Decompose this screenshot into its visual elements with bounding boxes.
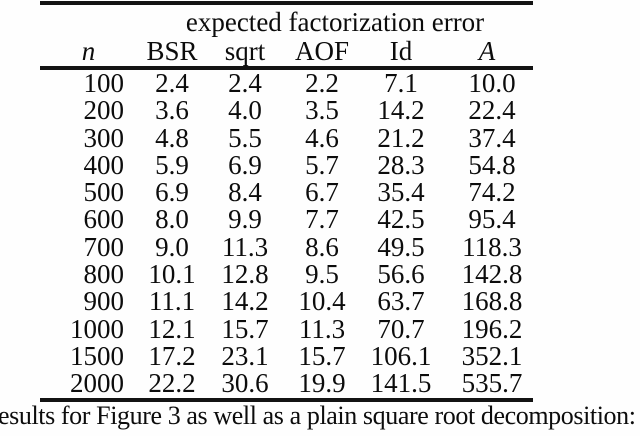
table-row: 900 11.1 14.2 10.4 63.7 168.8 bbox=[40, 286, 533, 317]
table-row: 600 8.0 9.9 7.7 42.5 95.4 bbox=[40, 204, 533, 235]
cell-sqrt: 5.5 bbox=[228, 122, 262, 153]
cell-a: 352.1 bbox=[461, 340, 523, 371]
table-row: 1500 17.2 23.1 15.7 106.1 352.1 bbox=[40, 340, 533, 371]
cell-sqrt: 30.6 bbox=[221, 368, 269, 399]
cell-id: 21.2 bbox=[377, 122, 425, 153]
cell-sqrt: 9.9 bbox=[228, 204, 262, 235]
cell-bsr: 10.1 bbox=[148, 259, 196, 290]
cell-aof: 15.7 bbox=[298, 340, 346, 371]
cell-id: 70.7 bbox=[377, 313, 425, 344]
cell-bsr: 5.9 bbox=[155, 149, 189, 180]
table-row: 500 6.9 8.4 6.7 35.4 74.2 bbox=[40, 177, 533, 208]
cell-a: 37.4 bbox=[468, 122, 516, 153]
cell-a: 196.2 bbox=[461, 313, 523, 344]
cell-sqrt: 6.9 bbox=[228, 149, 262, 180]
cell-aof: 6.7 bbox=[305, 177, 339, 208]
cell-id: 7.1 bbox=[384, 68, 418, 98]
cell-bsr: 2.4 bbox=[155, 68, 189, 98]
cell-n: 1000 bbox=[70, 313, 124, 344]
table-row: 300 4.8 5.5 4.6 21.2 37.4 bbox=[40, 122, 533, 153]
cell-n: 800 bbox=[83, 259, 125, 290]
cell-id: 14.2 bbox=[377, 95, 425, 126]
cell-bsr: 17.2 bbox=[148, 340, 196, 371]
cell-a: 74.2 bbox=[468, 177, 516, 208]
cell-id: 49.5 bbox=[377, 231, 425, 262]
column-headers-row: n BSR sqrt AOF Id A bbox=[40, 36, 534, 68]
cell-n: 1500 bbox=[70, 340, 124, 371]
cell-n: 100 bbox=[83, 68, 125, 98]
span-header-row: expected factorization error bbox=[40, 3, 533, 37]
cell-bsr: 6.9 bbox=[155, 177, 189, 208]
cell-aof: 19.9 bbox=[298, 368, 346, 399]
cell-sqrt: 4.0 bbox=[228, 95, 262, 126]
cell-bsr: 11.1 bbox=[148, 286, 196, 317]
cell-n: 400 bbox=[83, 149, 125, 180]
cell-sqrt: 11.3 bbox=[221, 231, 269, 262]
cell-sqrt: 14.2 bbox=[221, 286, 269, 317]
cell-aof: 4.6 bbox=[305, 122, 339, 153]
cell-a: 22.4 bbox=[468, 95, 516, 126]
column-header-bsr: BSR bbox=[146, 36, 198, 66]
table-span-header: expected factorization error bbox=[185, 7, 485, 37]
cell-id: 56.6 bbox=[377, 259, 425, 290]
column-header-id: Id bbox=[389, 36, 413, 66]
cell-bsr: 8.0 bbox=[155, 204, 189, 235]
cell-a: 168.8 bbox=[461, 286, 523, 317]
cell-aof: 3.5 bbox=[305, 95, 339, 126]
table-row: 400 5.9 6.9 5.7 28.3 54.8 bbox=[40, 149, 533, 180]
cell-id: 63.7 bbox=[377, 286, 425, 317]
column-header-n: n bbox=[81, 36, 96, 66]
cell-bsr: 22.2 bbox=[148, 368, 196, 399]
cell-n: 500 bbox=[83, 177, 125, 208]
span-header-spacer bbox=[40, 3, 137, 37]
cell-bsr: 3.6 bbox=[155, 95, 189, 126]
cell-a: 10.0 bbox=[468, 68, 516, 98]
cell-sqrt: 15.7 bbox=[221, 313, 269, 344]
column-header-aof: AOF bbox=[294, 36, 349, 66]
cell-bsr: 12.1 bbox=[148, 313, 196, 344]
cell-id: 141.5 bbox=[370, 368, 432, 399]
cell-id: 42.5 bbox=[377, 204, 425, 235]
cell-a: 118.3 bbox=[462, 231, 522, 262]
cell-n: 300 bbox=[83, 122, 125, 153]
results-table: expected factorization error n BSR sqrt … bbox=[40, 1, 534, 402]
cell-sqrt: 2.4 bbox=[228, 68, 262, 98]
cell-a: 95.4 bbox=[468, 204, 516, 235]
table-row: 2000 22.2 30.6 19.9 141.5 535.7 bbox=[40, 368, 533, 399]
cell-id: 35.4 bbox=[377, 177, 425, 208]
cell-bsr: 9.0 bbox=[155, 231, 189, 262]
cell-a: 54.8 bbox=[468, 149, 516, 180]
table-row: 100 2.4 2.4 2.2 7.1 10.0 bbox=[40, 68, 533, 97]
cell-sqrt: 12.8 bbox=[221, 259, 269, 290]
cell-aof: 11.3 bbox=[298, 313, 346, 344]
cell-n: 200 bbox=[83, 95, 125, 126]
cell-aof: 2.2 bbox=[305, 68, 339, 98]
table-row: 800 10.1 12.8 9.5 56.6 142.8 bbox=[40, 259, 533, 290]
cell-n: 2000 bbox=[70, 368, 124, 399]
cell-aof: 7.7 bbox=[305, 204, 339, 235]
cell-a: 535.7 bbox=[461, 368, 523, 399]
cell-n: 900 bbox=[83, 286, 125, 317]
cell-a: 142.8 bbox=[461, 259, 523, 290]
cell-aof: 9.5 bbox=[305, 259, 339, 290]
column-header-sqrt: sqrt bbox=[224, 36, 266, 66]
cell-id: 28.3 bbox=[377, 149, 425, 180]
cell-id: 106.1 bbox=[370, 340, 432, 371]
table-row: 700 9.0 11.3 8.6 49.5 118.3 bbox=[40, 231, 533, 262]
column-header-a: A bbox=[478, 36, 496, 66]
cell-aof: 5.7 bbox=[305, 149, 339, 180]
table-row: 1000 12.1 15.7 11.3 70.7 196.2 bbox=[40, 313, 533, 344]
table-row: 200 3.6 4.0 3.5 14.2 22.4 bbox=[40, 95, 533, 126]
caption: esults for Figure 3 as well as a plain s… bbox=[0, 401, 636, 430]
cell-aof: 10.4 bbox=[298, 286, 346, 317]
cell-sqrt: 8.4 bbox=[228, 177, 262, 208]
cell-aof: 8.6 bbox=[305, 231, 339, 262]
cell-n: 700 bbox=[83, 231, 125, 262]
cell-sqrt: 23.1 bbox=[221, 340, 269, 371]
cell-n: 600 bbox=[83, 204, 125, 235]
cell-bsr: 4.8 bbox=[155, 122, 189, 153]
